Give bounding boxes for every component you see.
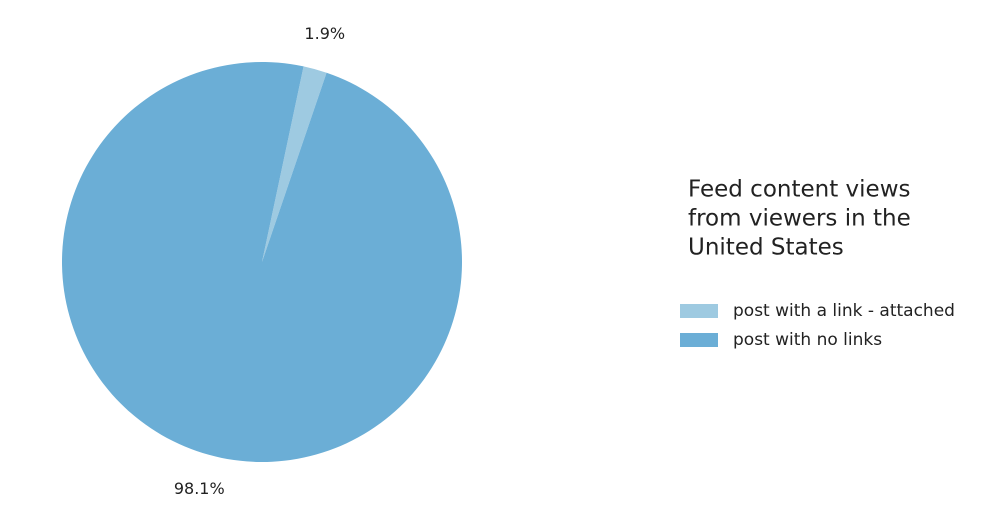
- legend-label: post with no links: [733, 330, 882, 350]
- legend-swatch: [680, 333, 718, 347]
- legend-title: Feed content views: [688, 177, 911, 203]
- value-label: 98.1%: [174, 479, 225, 498]
- pie-slice: [262, 66, 327, 262]
- legend-title: United States: [688, 235, 844, 261]
- pie-slice: [61, 61, 462, 463]
- value-label: 1.9%: [304, 24, 345, 43]
- legend-swatch: [680, 304, 718, 318]
- legend-label: post with a link - attached: [733, 301, 955, 321]
- legend-title: from viewers in the: [688, 206, 911, 232]
